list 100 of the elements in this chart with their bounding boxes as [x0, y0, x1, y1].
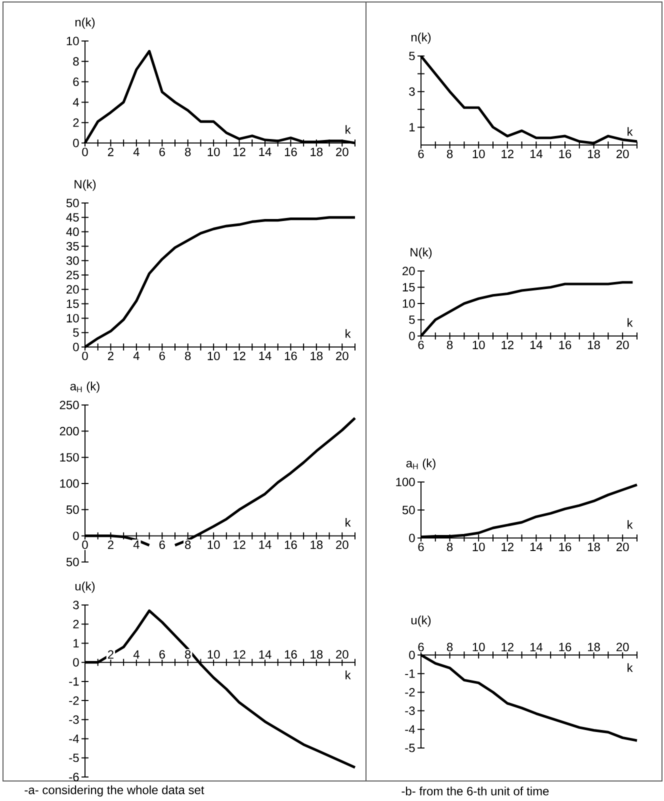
x-tick-label: 18	[310, 148, 323, 156]
y-tick-label: 10	[402, 299, 415, 308]
y-tick-label: 4	[72, 98, 79, 106]
x-tick-label: 14	[530, 542, 543, 551]
x-tick-label: 20	[616, 642, 629, 652]
x-tick-label: 14	[530, 150, 543, 158]
y-tick-label: -3	[405, 706, 415, 716]
y-tick-label: 100	[60, 479, 79, 488]
x-tick-label: 0	[82, 148, 88, 156]
x-tick-label: 8	[446, 542, 453, 552]
y-tick-label: 1	[410, 123, 415, 132]
x-tick-label: 6	[418, 150, 424, 158]
x-tick-label: 8	[446, 340, 453, 350]
x-tick-label: 20	[616, 340, 629, 350]
x-tick-label: 6	[159, 540, 165, 550]
y-tick-label: 200	[60, 426, 79, 436]
y-tick-label: -5	[405, 744, 415, 752]
y-tick-label: 1	[74, 639, 79, 648]
x-tick-label: 6	[159, 650, 165, 659]
y-tick-label: 15	[66, 300, 79, 308]
x-tick-label: 18	[588, 150, 600, 158]
y-tick-label: 50	[66, 558, 79, 566]
y-axis-title: n(k)	[411, 32, 431, 44]
x-tick-label: 10	[208, 540, 220, 550]
y-tick-label: 8	[73, 57, 79, 66]
y-tick-label: -4	[405, 725, 415, 734]
x-tick-label: 12	[234, 650, 246, 659]
y-tick-label: 250	[60, 400, 79, 410]
y-tick-label: -5	[69, 754, 79, 762]
x-tick-label: 12	[502, 340, 514, 350]
x-tick-label: 10	[472, 542, 485, 552]
y-tick-label: 0	[73, 532, 79, 540]
x-tick-label: 16	[284, 650, 297, 659]
y-tick-label: 50	[402, 506, 415, 514]
x-axis-title: k	[346, 125, 351, 134]
x-tick-label: 6	[159, 148, 165, 156]
x-tick-label: 8	[185, 352, 191, 360]
x-tick-label: 18	[310, 352, 323, 360]
x-tick-label: 0	[82, 540, 88, 550]
x-tick-label: 16	[559, 340, 572, 350]
y-tick-label: 0	[409, 534, 415, 542]
x-tick-label: 16	[284, 540, 297, 550]
x-tick-label: 20	[336, 540, 348, 550]
x-axis-title: k	[346, 329, 351, 338]
x-tick-label: 16	[559, 542, 572, 552]
y-axis-title: u(k)	[411, 616, 431, 627]
x-tick-label: 6	[418, 642, 424, 652]
y-tick-label: 10	[66, 314, 79, 322]
y-tick-label: 10	[66, 36, 79, 46]
x-tick-label: 8	[185, 540, 191, 550]
y-tick-label: 150	[60, 453, 79, 462]
x-tick-label: 14	[259, 540, 272, 549]
x-tick-label: 2	[108, 148, 114, 156]
y-tick-label: 20	[402, 266, 415, 276]
x-tick-label: 20	[616, 150, 629, 158]
x-tick-label: 0	[82, 352, 88, 360]
x-tick-label: 10	[472, 150, 485, 158]
x-tick-label: 18	[310, 650, 323, 659]
y-tick-label: 5	[409, 52, 415, 60]
y-tick-label: 2	[73, 118, 79, 127]
x-tick-label: 2	[108, 650, 114, 659]
x-tick-label: 14	[259, 148, 272, 156]
x-tick-label: 10	[208, 148, 220, 156]
x-axis-title: k	[628, 127, 633, 136]
x-tick-label: 16	[284, 148, 297, 156]
x-tick-label: 4	[133, 540, 140, 549]
y-tick-label: 5	[409, 316, 415, 324]
x-tick-label: 12	[502, 542, 514, 552]
x-tick-label: 20	[336, 352, 348, 360]
y-tick-label: 0	[409, 332, 415, 340]
y-tick-label: 3	[409, 87, 415, 96]
y-tick-label: -1	[405, 669, 415, 678]
x-tick-label: 18	[588, 642, 600, 652]
x-tick-label: 8	[446, 150, 453, 158]
x-tick-label: 12	[234, 540, 246, 549]
y-axis-title: n(k)	[75, 18, 95, 29]
y-axis-title: a$_{H}$ (k)	[406, 458, 436, 470]
x-tick-label: 12	[234, 148, 246, 156]
y-tick-label: 5	[73, 328, 79, 337]
x-tick-label: 18	[310, 540, 323, 550]
x-tick-label: 20	[336, 148, 348, 156]
y-tick-label: 6	[73, 78, 79, 86]
y-tick-label: 30	[66, 256, 79, 265]
y-tick-label: 45	[66, 213, 79, 222]
y-tick-label: 0	[73, 658, 79, 667]
x-tick-label: 12	[502, 642, 514, 652]
x-tick-label: 4	[133, 650, 140, 659]
y-tick-label: -2	[405, 688, 415, 696]
y-tick-label: 20	[66, 285, 79, 294]
y-tick-label: 25	[66, 270, 79, 280]
x-tick-label: 6	[418, 340, 424, 350]
x-tick-label: 16	[559, 150, 572, 158]
y-tick-label: -3	[69, 715, 79, 724]
y-tick-label: -2	[69, 696, 79, 705]
y-tick-label: 35	[66, 242, 79, 250]
x-tick-label: 18	[588, 542, 600, 552]
text: -a- considering the whole data set	[24, 785, 204, 797]
y-axis-title: a$_{H}$ (k)	[70, 382, 100, 393]
y-tick-label: 50	[66, 198, 79, 208]
x-axis-title: k	[628, 318, 633, 327]
